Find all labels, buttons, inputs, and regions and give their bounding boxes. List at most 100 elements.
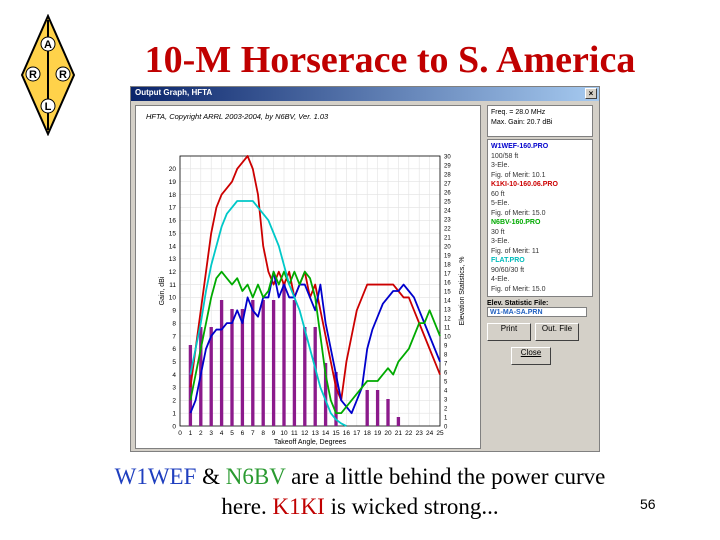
y2-tick-label: 10 <box>444 334 451 340</box>
design-file-2: N6BV-160.PRO <box>491 219 541 226</box>
y-tick-label: 12 <box>169 269 177 276</box>
out-file-button[interactable]: Out. File <box>535 323 579 341</box>
caption-segment: K1KI <box>272 494 325 519</box>
elevation-bar <box>240 309 245 426</box>
y-tick-label: 3 <box>172 385 176 392</box>
series-line-3 <box>189 200 347 427</box>
logo-letter-a: A <box>44 39 52 51</box>
y-tick-label: 13 <box>169 256 177 263</box>
design-detail: 100/58 ft <box>491 152 519 160</box>
elevation-chart: 0 1 2 3 4 5 6 7 8 9 10 11 12 13 14 15 16 17 18 19 20 21 22 23 24… <box>159 154 466 446</box>
y2-tick-label: 13 <box>444 307 451 313</box>
x-tick-label: 18 <box>364 430 372 437</box>
y-tick-label: 1 <box>172 410 176 417</box>
design-detail: Fig. of Merit: 10.1 <box>491 171 546 179</box>
x-tick-label: 23 <box>416 430 424 437</box>
logo-letter-r1: R <box>29 69 37 81</box>
y-tick-label: 11 <box>169 282 176 289</box>
window-titlebar[interactable]: Output Graph, HFTA × <box>131 87 599 101</box>
logo-letters: A R R L <box>25 36 71 114</box>
caption-segment: W1WEF <box>114 464 197 489</box>
y2-tick-label: 22 <box>444 226 451 232</box>
y-tick-label: 9 <box>172 308 176 315</box>
slide-caption: W1WEF & N6BV are a little behind the pow… <box>90 462 630 522</box>
x-tick-label: 3 <box>209 430 213 437</box>
design-file-1: K1KI-10-160.06.PRO <box>491 181 558 188</box>
elevation-bar <box>365 390 369 426</box>
y2-tick-label: 20 <box>444 244 451 250</box>
elevation-bar <box>292 300 297 426</box>
y2-tick-label: 9 <box>444 343 448 349</box>
y2-axis-label: Elevation Statistics, % <box>459 257 466 326</box>
design-detail: Fig. of Merit: 11 <box>491 247 540 255</box>
y2-tick-label: 2 <box>444 406 448 412</box>
x-tick-label: 4 <box>220 430 224 437</box>
arrl-diamond-logo: A R R L <box>20 14 76 136</box>
design-detail: 5-Ele. <box>491 200 510 207</box>
caption-line-2: here. K1KI is wicked strong... <box>90 492 630 522</box>
slide-title: 10-M Horserace to S. America <box>144 39 636 81</box>
side-panel: Freq. = 28.0 MHz Max. Gain: 20.7 dBi W1W… <box>487 105 593 365</box>
caption-segment: N6BV <box>225 464 286 489</box>
y-tick-label: 6 <box>172 346 176 353</box>
frequency-label: Freq. = 28.0 MHz <box>491 109 546 116</box>
y-tick-label: 19 <box>169 179 177 186</box>
y-tick-label: 14 <box>169 243 177 250</box>
x-tick-label: 0 <box>178 430 182 437</box>
elev-stat-file: W1-MA-SA.PRN <box>487 307 587 317</box>
x-tick-label: 22 <box>405 430 413 437</box>
y2-tick-label: 0 <box>444 424 448 430</box>
y-tick-label: 8 <box>172 320 176 327</box>
y-tick-label: 20 <box>169 166 177 173</box>
y2-tick-label: 3 <box>444 397 448 403</box>
x-tick-label: 19 <box>374 430 382 437</box>
y2-tick-label: 26 <box>444 190 451 196</box>
max-gain-label: Max. Gain: 20.7 dBi <box>491 119 553 126</box>
x-tick-label: 9 <box>272 430 276 437</box>
y2-tick-label: 6 <box>444 370 448 376</box>
design-file-3: FLAT.PRO <box>491 257 525 264</box>
logo-letter-l: L <box>45 101 52 113</box>
y2-tick-label: 29 <box>444 163 451 169</box>
window-title: Output Graph, HFTA <box>135 88 213 97</box>
x-tick-label: 12 <box>301 430 309 437</box>
x-tick-label: 1 <box>189 430 193 437</box>
elevation-bar <box>303 327 307 426</box>
button-row: Print Out. File <box>487 323 593 341</box>
design-detail: 60 ft <box>491 190 505 198</box>
elevation-bar <box>323 363 328 426</box>
y2-tick-label: 7 <box>444 361 448 367</box>
y2-tick-label: 25 <box>444 199 451 205</box>
print-button[interactable]: Print <box>487 323 531 341</box>
plot-frame <box>179 155 441 427</box>
elevation-bar <box>209 327 213 426</box>
y-tick-label: 16 <box>169 218 177 225</box>
x-tick-label: 6 <box>241 430 245 437</box>
y2-tick-label: 30 <box>444 154 451 160</box>
elevation-bar <box>313 327 317 426</box>
design-detail: 30 ft <box>491 228 505 236</box>
series-line-2 <box>189 270 441 415</box>
y-tick-label: 18 <box>169 192 177 199</box>
x-tick-label: 14 <box>322 430 330 437</box>
y2-tick-label: 17 <box>444 271 451 277</box>
caption-line-1: W1WEF & N6BV are a little behind the pow… <box>90 462 630 492</box>
x-tick-label: 7 <box>251 430 255 437</box>
y-tick-label: 5 <box>172 359 176 366</box>
design-detail: Fig. of Merit: 15.0 <box>491 285 546 293</box>
close-button[interactable]: Close <box>511 347 551 365</box>
y2-tick-label: 16 <box>444 280 451 286</box>
window-close-icon[interactable]: × <box>585 88 597 99</box>
x-tick-label: 24 <box>426 430 434 437</box>
y2-tick-label: 28 <box>444 172 451 178</box>
elevation-bar <box>251 300 255 426</box>
design-detail: 3-Ele. <box>491 238 510 245</box>
x-tick-label: 25 <box>436 430 444 437</box>
series-line-1 <box>189 270 441 415</box>
y-tick-label: 10 <box>169 295 177 302</box>
y2-tick-label: 24 <box>444 208 451 214</box>
design-file-0: W1WEF-160.PRO <box>491 143 549 150</box>
design-detail: 3-Ele. <box>491 162 510 169</box>
elevation-bar <box>375 390 380 426</box>
elevation-bar <box>386 399 390 426</box>
